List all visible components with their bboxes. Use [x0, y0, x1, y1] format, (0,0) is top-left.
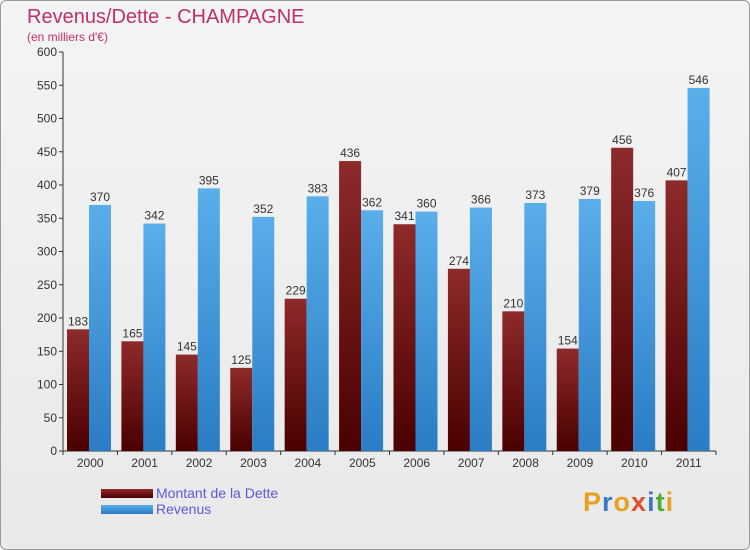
- bar-revenue: [415, 211, 438, 451]
- bar-debt: [611, 147, 634, 451]
- bar-debt: [339, 161, 362, 451]
- legend-item-debt: Montant de la Dette: [101, 485, 278, 501]
- y-tick-label: 350: [37, 211, 57, 225]
- bar-revenue: [143, 223, 166, 451]
- chart-subtitle: (en milliers d'€): [27, 30, 108, 44]
- x-tick-label: 2005: [349, 456, 376, 470]
- logo-letter: i: [647, 487, 656, 517]
- bar-revenue: [252, 216, 275, 451]
- y-tick-label: 600: [37, 45, 57, 59]
- logo-letter: i: [665, 487, 675, 517]
- data-label-revenue: 376: [634, 186, 654, 200]
- proxiti-logo: Proxiti: [583, 487, 674, 518]
- bar-debt: [556, 348, 579, 451]
- y-tick-label: 500: [37, 112, 57, 126]
- logo-letter: x: [631, 487, 648, 517]
- x-tick-label: 2006: [403, 456, 430, 470]
- bar-revenue: [469, 207, 492, 451]
- data-label-revenue: 360: [416, 197, 436, 211]
- x-tick-label: 2004: [295, 456, 322, 470]
- y-tick-label: 300: [37, 245, 57, 259]
- data-label-revenue: 395: [199, 173, 219, 187]
- data-label-debt: 125: [231, 353, 251, 367]
- y-tick-label: 150: [37, 344, 57, 358]
- logo-letter: t: [655, 487, 666, 517]
- bar-revenue: [524, 202, 547, 451]
- bar-debt: [230, 367, 253, 451]
- bar-revenue: [633, 200, 656, 451]
- legend-swatch-revenue: [101, 504, 153, 514]
- x-tick-label: 2000: [77, 456, 104, 470]
- data-label-debt: 229: [286, 284, 306, 298]
- bar-debt: [121, 341, 144, 451]
- bar-revenue: [361, 210, 384, 451]
- x-tick-label: 2010: [621, 456, 648, 470]
- y-tick-label: 400: [37, 178, 57, 192]
- bar-debt: [502, 311, 525, 451]
- data-label-revenue: 383: [308, 181, 328, 195]
- y-tick-label: 200: [37, 311, 57, 325]
- bar-debt: [175, 354, 198, 451]
- data-label-revenue: 366: [471, 193, 491, 207]
- x-tick-label: 2003: [240, 456, 267, 470]
- data-label-debt: 210: [503, 296, 523, 310]
- bar-debt: [665, 180, 688, 451]
- data-label-debt: 341: [394, 209, 414, 223]
- legend-swatch-debt: [101, 488, 153, 498]
- y-tick-label: 450: [37, 145, 57, 159]
- x-tick-label: 2011: [676, 456, 702, 470]
- legend-label-debt: Montant de la Dette: [156, 485, 279, 501]
- y-tick-label: 550: [37, 78, 57, 92]
- y-tick-label: 50: [44, 411, 58, 425]
- x-tick-label: 2009: [567, 456, 594, 470]
- data-label-revenue: 373: [525, 188, 545, 202]
- legend: Montant de la Dette Revenus: [101, 485, 278, 517]
- data-label-debt: 407: [667, 165, 687, 179]
- x-tick-label: 2007: [458, 456, 485, 470]
- data-label-revenue: 342: [144, 209, 164, 223]
- bar-revenue: [197, 188, 220, 451]
- logo-letter: o: [613, 487, 632, 517]
- x-tick-label: 2001: [131, 456, 158, 470]
- logo-letter: r: [602, 487, 614, 517]
- y-tick-label: 250: [37, 278, 57, 292]
- data-label-debt: 183: [68, 314, 88, 328]
- bar-revenue: [687, 87, 710, 451]
- data-label-debt: 145: [177, 340, 197, 354]
- bar-debt: [284, 298, 307, 451]
- data-label-revenue: 546: [689, 73, 709, 87]
- data-label-revenue: 370: [90, 190, 110, 204]
- bar-debt: [447, 268, 470, 451]
- data-label-revenue: 362: [362, 195, 382, 209]
- bar-debt: [393, 224, 416, 451]
- data-label-debt: 436: [340, 146, 360, 160]
- data-label-debt: 154: [558, 334, 578, 348]
- x-tick-label: 2002: [186, 456, 213, 470]
- y-tick-label: 100: [37, 378, 57, 392]
- data-label-debt: 165: [122, 326, 142, 340]
- chart-title: Revenus/Dette - CHAMPAGNE: [27, 6, 305, 28]
- data-label-debt: 274: [449, 254, 469, 268]
- x-tick-label: 2008: [512, 456, 539, 470]
- y-tick-label: 0: [50, 444, 57, 458]
- legend-item-revenue: Revenus: [101, 501, 278, 517]
- data-label-revenue: 379: [580, 184, 600, 198]
- data-label-debt: 456: [612, 133, 632, 147]
- logo-letter: P: [583, 487, 603, 517]
- legend-label-revenue: Revenus: [156, 501, 212, 517]
- bar-revenue: [306, 196, 329, 451]
- bar-revenue: [578, 198, 601, 451]
- bar-debt: [67, 329, 89, 451]
- bar-revenue: [89, 204, 111, 451]
- data-label-revenue: 352: [253, 202, 273, 216]
